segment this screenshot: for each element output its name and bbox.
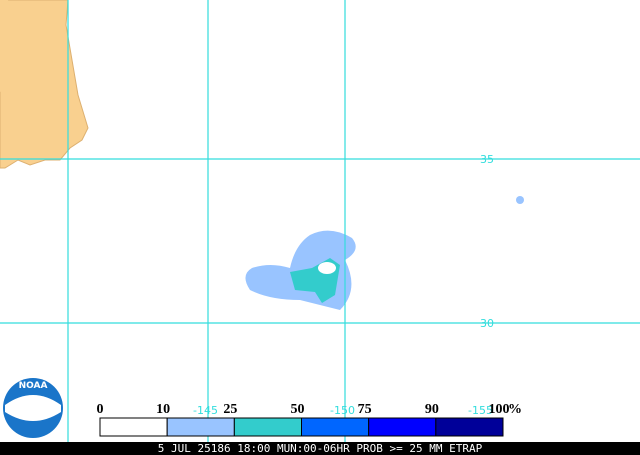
lon-label: -145 [193, 404, 218, 417]
precip-gap [318, 262, 336, 274]
precip-area [516, 196, 524, 204]
legend-label: 90 [425, 402, 439, 417]
legend-swatch [99, 417, 168, 437]
legend-label: 100 [489, 402, 510, 417]
legend-swatch [301, 417, 370, 437]
lat-label: 30 [480, 317, 494, 330]
logo-text: NOAA [19, 381, 48, 391]
caption-bar [0, 442, 640, 455]
legend-label: 25 [223, 402, 237, 417]
legend-label: 10 [156, 402, 170, 417]
caption: 5 JUL 25186 18:00 MUN:00-06HR PROB >= 25… [158, 442, 483, 455]
lon-label: -155 [468, 404, 493, 417]
legend-label: 0 [97, 402, 104, 417]
legend-unit: % [508, 402, 522, 417]
legend-swatch [368, 417, 437, 437]
legend-swatch [233, 417, 302, 437]
lon-label: -150 [330, 404, 355, 417]
lat-label: 35 [480, 153, 494, 166]
legend-swatch [435, 417, 504, 437]
logo: NOAA [3, 378, 63, 438]
logo-bird [5, 395, 61, 421]
land [0, 0, 30, 92]
legend-label: 75 [358, 402, 372, 417]
legend-label: 50 [291, 402, 305, 417]
legend-swatch [166, 417, 235, 437]
legend: 0 10 25 50 75 90 100% [97, 402, 522, 437]
